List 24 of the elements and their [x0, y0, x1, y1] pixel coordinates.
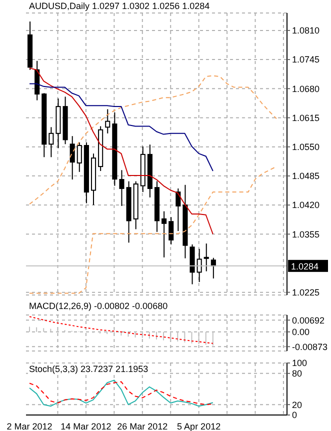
chart-title: MACD(12,26,9) -0.00802 -0.00680 — [28, 301, 169, 312]
y-tick-label: 1.0745 — [292, 54, 320, 65]
y-tick-label: 0.00 — [292, 327, 310, 338]
x-tick-label: 2 Mar 2012 — [6, 421, 52, 431]
y-tick-label: 1.0615 — [292, 112, 320, 123]
y-tick-label: 20 — [292, 400, 302, 410]
y-tick-label: 1.0420 — [292, 200, 320, 210]
y-tick-label: 100 — [292, 358, 308, 368]
y-tick-label: 1.0485 — [292, 171, 320, 182]
x-tick-label: 5 Apr 2012 — [177, 421, 221, 431]
y-tick-label: 1.0810 — [292, 26, 320, 36]
y-tick-label: 1.0550 — [292, 142, 320, 152]
x-tick-label: 14 Mar 2012 — [60, 421, 112, 431]
y-tick-label: -0.00873 — [292, 342, 328, 352]
y-tick-label: 1.0680 — [292, 84, 320, 94]
y-tick-label: 1.0225 — [292, 288, 320, 298]
y-tick-label: 1.0355 — [292, 229, 320, 240]
y-tick-label: 0 — [292, 410, 298, 420]
y-tick-label: 80 — [292, 368, 302, 379]
y-tick-label: 0.00692 — [292, 315, 325, 326]
chart-title: Stoch(5,3,3) 23.7237 21.1953 — [28, 364, 150, 375]
chart-title: AUDUSD,Daily 1.0297 1.0302 1.0256 1.0284 — [28, 1, 211, 12]
x-tick-label: 26 Mar 2012 — [117, 421, 168, 431]
ref-line-label: 1.0284 — [291, 261, 319, 272]
